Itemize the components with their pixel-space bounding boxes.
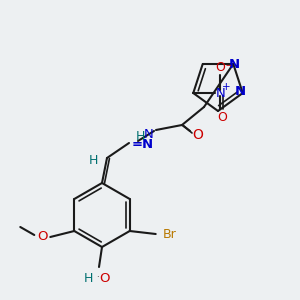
Text: O: O bbox=[215, 61, 225, 74]
Text: ·: · bbox=[96, 274, 98, 283]
Text: N: N bbox=[144, 128, 154, 140]
Text: O: O bbox=[217, 110, 227, 124]
Text: O: O bbox=[99, 272, 109, 284]
Text: –: – bbox=[226, 60, 231, 70]
Text: O: O bbox=[37, 230, 47, 244]
Text: N: N bbox=[229, 58, 240, 71]
Text: H: H bbox=[83, 272, 93, 284]
Text: O: O bbox=[193, 128, 203, 142]
Text: N: N bbox=[235, 85, 246, 98]
Text: =N: =N bbox=[132, 137, 154, 151]
Text: Br: Br bbox=[163, 229, 177, 242]
Text: +: + bbox=[222, 82, 231, 92]
Text: H: H bbox=[88, 154, 98, 166]
Text: H: H bbox=[135, 130, 145, 143]
Text: N: N bbox=[215, 86, 225, 100]
